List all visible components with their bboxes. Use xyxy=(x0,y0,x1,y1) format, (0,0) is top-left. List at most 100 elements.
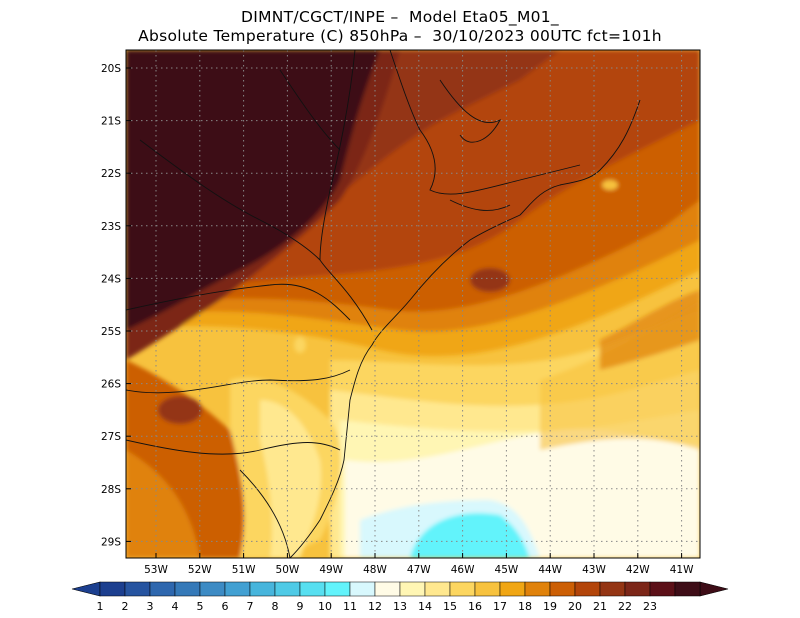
lon-label: 45W xyxy=(495,564,519,576)
colorbar-swatch xyxy=(324,581,351,597)
lon-label: 42W xyxy=(626,564,650,576)
band-10 xyxy=(410,513,530,558)
lat-label: 20S xyxy=(101,63,121,75)
lon-label: 43W xyxy=(582,564,606,576)
lon-label: 44W xyxy=(538,564,562,576)
lon-label: 52W xyxy=(188,564,212,576)
cool-spot xyxy=(294,337,306,353)
state-border xyxy=(319,50,373,331)
state-border xyxy=(389,50,581,195)
colorbar-label: 15 xyxy=(443,600,457,613)
colorbar-label: 12 xyxy=(368,600,382,613)
colorbar-label: 4 xyxy=(172,600,179,613)
colorbar-swatch xyxy=(449,581,476,597)
colorbar-label: 7 xyxy=(247,600,254,613)
state-border xyxy=(279,69,341,151)
colorbar-label: 21 xyxy=(593,600,607,613)
colorbar-swatch xyxy=(599,581,626,597)
state-border xyxy=(449,199,511,211)
lon-label: 53W xyxy=(144,564,168,576)
lat-label: 21S xyxy=(101,116,121,128)
colorbar-label: 1 xyxy=(97,600,104,613)
colorbar-label: 2 xyxy=(122,600,129,613)
lon-label: 48W xyxy=(363,564,387,576)
colorbar-label: 20 xyxy=(568,600,582,613)
state-border xyxy=(126,283,351,321)
colorbar-swatch xyxy=(549,581,576,597)
colorbar-swatch xyxy=(249,581,276,597)
colorbar-label: 23 xyxy=(643,600,657,613)
colorbar-swatch xyxy=(674,581,701,597)
colorbar-swatch xyxy=(474,581,501,597)
lat-label: 29S xyxy=(101,536,121,548)
colorbar-label: 22 xyxy=(618,600,632,613)
colorbar-label: 5 xyxy=(197,600,204,613)
coastline xyxy=(289,99,641,558)
colorbar-label: 9 xyxy=(297,600,304,613)
lat-label: 27S xyxy=(101,431,121,443)
map-frame xyxy=(125,49,701,559)
colorbar-swatch xyxy=(99,581,126,597)
colorbar-label: 10 xyxy=(318,600,332,613)
colorbar-swatch xyxy=(174,581,201,597)
colorbar-swatch xyxy=(624,581,651,597)
colorbar-label: 17 xyxy=(493,600,507,613)
colorbar-label: 19 xyxy=(543,600,557,613)
colorbar-swatch xyxy=(299,581,326,597)
graticule xyxy=(126,50,700,558)
colorbar-high-arrow xyxy=(699,581,729,597)
colorbar-low-arrow xyxy=(71,581,101,597)
hot-spot xyxy=(158,396,202,424)
lon-label: 51W xyxy=(232,564,256,576)
state-border xyxy=(126,369,351,394)
band-18-sw xyxy=(126,450,200,558)
lat-label: 23S xyxy=(101,221,121,233)
colorbar-label: 11 xyxy=(343,600,357,613)
colorbar-label: 16 xyxy=(468,600,482,613)
colorbar-label: 3 xyxy=(147,600,154,613)
state-border xyxy=(126,439,341,455)
lat-label: 26S xyxy=(101,379,121,391)
colorbar: 1 2 3 4 5 6 7 8 9 10 11 12 13 14 15 16 17 18 19 20 21 22 23 xyxy=(71,581,729,613)
warm-spot xyxy=(602,180,618,190)
colorbar-label: 13 xyxy=(393,600,407,613)
state-border xyxy=(239,469,291,558)
colorbar-swatch xyxy=(399,581,426,597)
lat-label: 25S xyxy=(101,326,121,338)
colorbar-swatch xyxy=(524,581,551,597)
colorbar-swatch xyxy=(649,581,676,597)
band-14-coast xyxy=(260,400,321,558)
state-border xyxy=(439,79,502,143)
colorbar-swatch xyxy=(499,581,526,597)
colorbar-swatch xyxy=(149,581,176,597)
lat-label: 22S xyxy=(101,168,121,180)
colorbar-swatch xyxy=(374,581,401,597)
state-border xyxy=(139,139,321,261)
coastline-borders xyxy=(126,50,641,558)
lon-label: 41W xyxy=(670,564,694,576)
map-title-line-2: Absolute Temperature (C) 850hPa – 30/10/… xyxy=(138,27,662,45)
colorbar-swatch xyxy=(124,581,151,597)
axis-ticks: 20S 21S 22S 23S 24S 25S 26S 27S 28S 29S 53W 52W 51W 5… xyxy=(101,63,694,576)
colorbar-swatch xyxy=(424,581,451,597)
colorbar-swatch xyxy=(574,581,601,597)
lat-label: 28S xyxy=(101,484,121,496)
colorbar-label: 8 xyxy=(272,600,279,613)
colorbar-swatch xyxy=(199,581,226,597)
lon-label: 46W xyxy=(451,564,475,576)
hot-spot xyxy=(470,268,510,292)
colorbar-swatch xyxy=(274,581,301,597)
colorbar-label: 14 xyxy=(418,600,432,613)
colorbar-label: 6 xyxy=(222,600,229,613)
band-23 xyxy=(126,50,380,330)
map-title-line-1: DIMNT/CGCT/INPE – Model Eta05_M01_ xyxy=(240,8,559,26)
lon-label: 49W xyxy=(319,564,343,576)
lon-label: 50W xyxy=(276,564,300,576)
lat-label: 24S xyxy=(101,273,121,285)
colorbar-swatch xyxy=(349,581,376,597)
colorbar-swatch xyxy=(224,581,251,597)
temperature-field xyxy=(126,50,700,558)
colorbar-label: 18 xyxy=(518,600,532,613)
band-18-right xyxy=(600,290,700,370)
